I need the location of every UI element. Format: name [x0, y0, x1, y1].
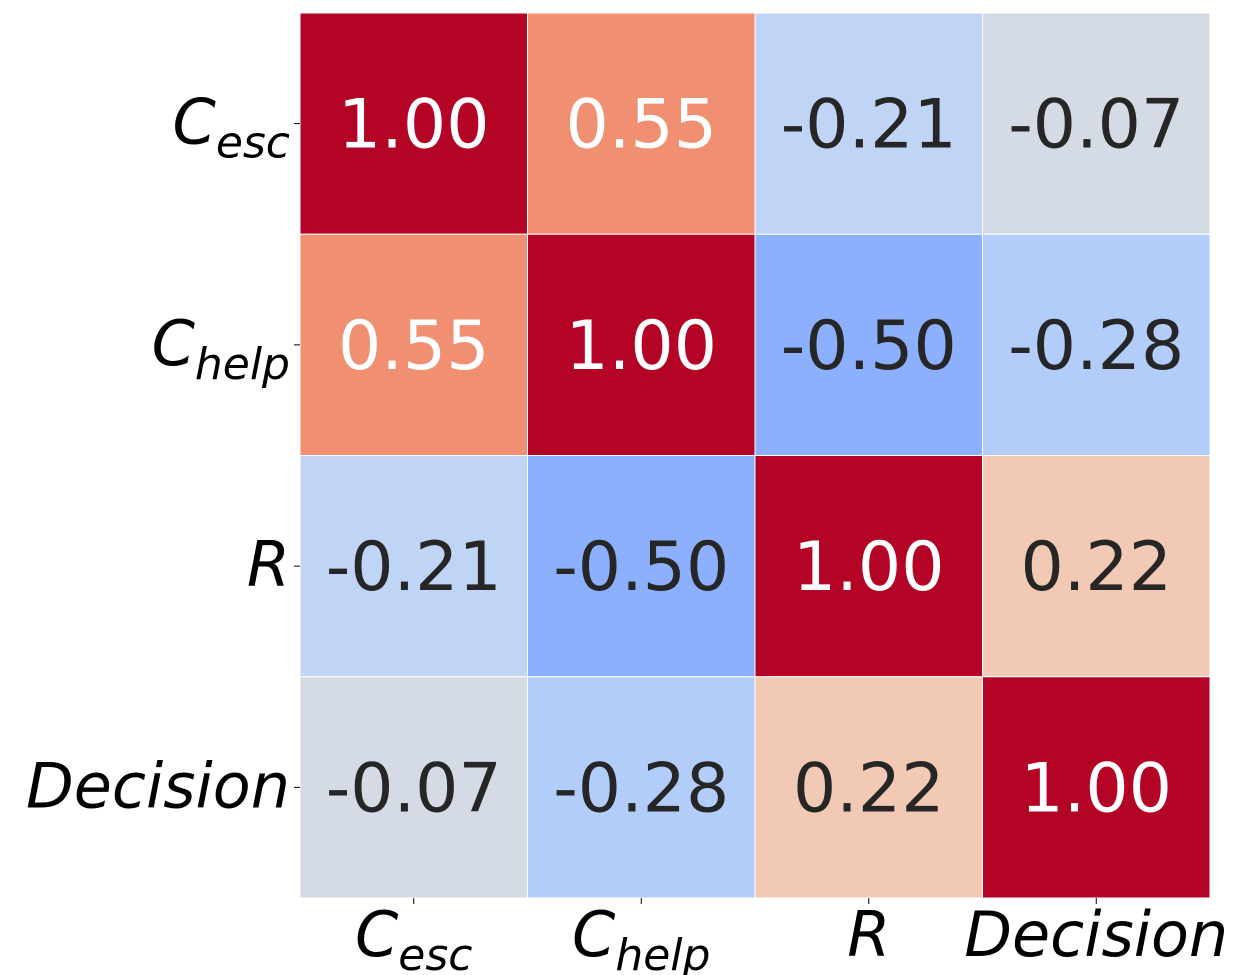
cell-value-label: 1.00 — [566, 307, 717, 386]
heatmap-cell — [527, 455, 756, 678]
heatmap-cell — [299, 12, 528, 235]
heatmap-cell — [982, 12, 1211, 235]
heatmap-cell — [527, 233, 756, 456]
cell-value-label: -0.28 — [553, 749, 729, 828]
cell-value-label: 0.22 — [793, 749, 944, 828]
cell-value-label: 1.00 — [793, 528, 944, 607]
cell-value-label: -0.50 — [781, 307, 957, 386]
x-tick-label: R — [847, 898, 890, 971]
cell-value-label: 1.00 — [338, 86, 489, 165]
cell-value-label: -0.21 — [326, 528, 502, 607]
heatmap-cell — [527, 12, 756, 235]
cell-value-label: -0.07 — [1008, 86, 1184, 165]
heatmap-cell — [982, 676, 1211, 899]
cell-value-label: 0.55 — [566, 86, 717, 165]
cell-value-label: -0.50 — [553, 528, 729, 607]
cell-value-label: 0.55 — [338, 307, 489, 386]
x-tick-label: Decision — [964, 898, 1228, 971]
heatmap-cell — [982, 233, 1211, 456]
cell-value-label: -0.28 — [1008, 307, 1184, 386]
y-tick-label: Chelp — [152, 307, 290, 390]
heatmap-cell — [299, 233, 528, 456]
cell-value-label: -0.21 — [781, 86, 957, 165]
y-tick-label: Decision — [26, 749, 290, 822]
heatmap-cell — [754, 233, 983, 456]
cell-value-label: 0.22 — [1021, 528, 1172, 607]
heatmap-cell — [754, 12, 983, 235]
cell-value-label: 1.00 — [1021, 749, 1172, 828]
y-tick-label: R — [247, 528, 290, 601]
cell-value-label: -0.07 — [326, 749, 502, 828]
heatmap-cell — [527, 676, 756, 899]
heatmap-cell — [982, 455, 1211, 678]
heatmap-cell — [754, 676, 983, 899]
x-tick-label: Cesc — [355, 898, 472, 975]
x-tick-label: Chelp — [572, 898, 710, 975]
y-tick-label: Cesc — [173, 86, 290, 169]
heatmap-cell — [299, 676, 528, 899]
